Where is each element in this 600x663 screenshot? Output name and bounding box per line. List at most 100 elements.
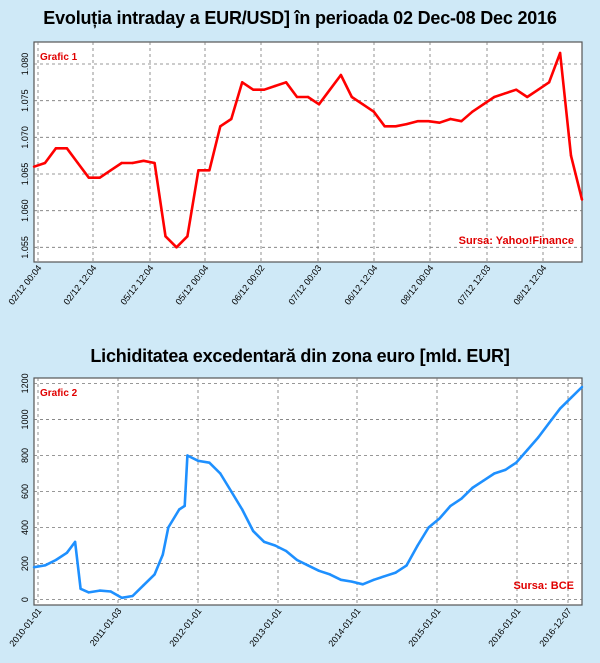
data-point (350, 580, 354, 583)
data-point (394, 125, 397, 128)
data-point (161, 553, 164, 556)
x-tick-label: 2015-01-01 (406, 606, 442, 648)
data-point (515, 88, 518, 91)
data-point (569, 154, 573, 157)
data-point (449, 117, 452, 121)
data-point (569, 396, 573, 400)
data-point (120, 596, 123, 599)
data-point (416, 120, 419, 123)
x-tick-label: 02/12 12:04 (61, 263, 98, 307)
data-point (427, 526, 430, 529)
x-tick-label: 06/12 12:04 (342, 263, 379, 307)
data-point (186, 454, 189, 457)
data-point (383, 574, 386, 578)
y-tick-label: 600 (20, 484, 30, 499)
data-point (558, 51, 562, 55)
x-tick-label: 2013-01-01 (247, 606, 283, 648)
y-tick-label: 1000 (20, 409, 30, 429)
data-point (438, 121, 441, 124)
y-tick-label: 1.075 (20, 89, 30, 112)
x-tick-label: 2012-01-01 (167, 606, 203, 648)
data-point (87, 591, 91, 594)
x-tick-label: 08/12 00:04 (398, 263, 435, 307)
data-point (219, 472, 222, 475)
data-point (142, 583, 145, 587)
chart-2-title: Lichiditatea excedentară din zona euro [… (90, 346, 510, 366)
data-point (142, 159, 145, 162)
data-point (383, 125, 386, 128)
data-point (405, 564, 408, 567)
x-tick-label: 2014-01-01 (326, 606, 362, 648)
data-point (98, 589, 101, 592)
data-point (471, 486, 474, 490)
chart-1-label: Grafic 1 (40, 52, 78, 63)
chart-2-label: Grafic 2 (40, 388, 78, 399)
data-point (394, 571, 397, 574)
data-point (493, 472, 496, 475)
plot-area-1 (33, 41, 583, 263)
y-tick-label: 1.070 (20, 126, 30, 149)
data-point (98, 176, 101, 179)
data-point (306, 95, 310, 99)
data-point (208, 461, 211, 464)
data-point (241, 508, 244, 511)
data-point (317, 103, 321, 106)
data-point (504, 92, 507, 95)
data-point (361, 583, 364, 586)
x-tick-label: 06/12 00:02 (229, 263, 266, 307)
data-point (372, 578, 375, 581)
data-point (175, 246, 178, 249)
data-point (153, 573, 156, 576)
data-point (482, 479, 485, 482)
data-point (558, 407, 562, 410)
data-point (328, 88, 332, 91)
data-point (580, 385, 584, 389)
data-point (230, 490, 233, 493)
data-point (493, 95, 496, 99)
plot-area-2 (33, 377, 583, 606)
data-point (536, 436, 540, 439)
data-point (471, 110, 474, 113)
y-tick-label: 1200 (20, 373, 30, 393)
data-point (547, 81, 551, 84)
data-point (65, 551, 69, 554)
data-point (438, 517, 441, 520)
data-point (306, 564, 310, 567)
data-point (504, 468, 507, 472)
x-tick-label: 08/12 12:04 (511, 263, 548, 307)
data-point (153, 161, 156, 165)
x-tick-label: 2011-01-03 (88, 606, 124, 648)
data-point (262, 540, 266, 544)
data-point (219, 125, 222, 128)
data-point (547, 421, 551, 425)
data-point (405, 122, 408, 126)
data-point (460, 120, 463, 123)
data-point (273, 544, 277, 547)
data-point (54, 147, 58, 150)
x-tick-label: 2016-12-07 (537, 606, 573, 648)
data-point (197, 459, 200, 463)
data-point (273, 84, 277, 88)
data-point (328, 573, 332, 576)
data-point (54, 558, 58, 562)
data-point (536, 88, 540, 91)
data-point (43, 564, 47, 567)
y-tick-label: 800 (20, 448, 30, 463)
data-point (109, 590, 112, 593)
series-line-2 (33, 386, 583, 600)
data-point (131, 161, 134, 165)
y-tick-label: 1.055 (20, 236, 30, 259)
x-tick-label: 07/12 00:03 (286, 263, 323, 307)
data-point (526, 95, 529, 99)
data-point (482, 103, 485, 106)
data-point (131, 594, 134, 598)
data-point (252, 88, 255, 91)
data-point (526, 448, 529, 452)
y-tick-label: 400 (20, 520, 30, 535)
data-point (416, 544, 419, 547)
data-point (183, 504, 186, 508)
data-point (427, 120, 430, 123)
x-tick-label: 2010-01-01 (7, 606, 43, 648)
chart-1-source: Sursa: Yahoo!Finance (459, 235, 574, 247)
